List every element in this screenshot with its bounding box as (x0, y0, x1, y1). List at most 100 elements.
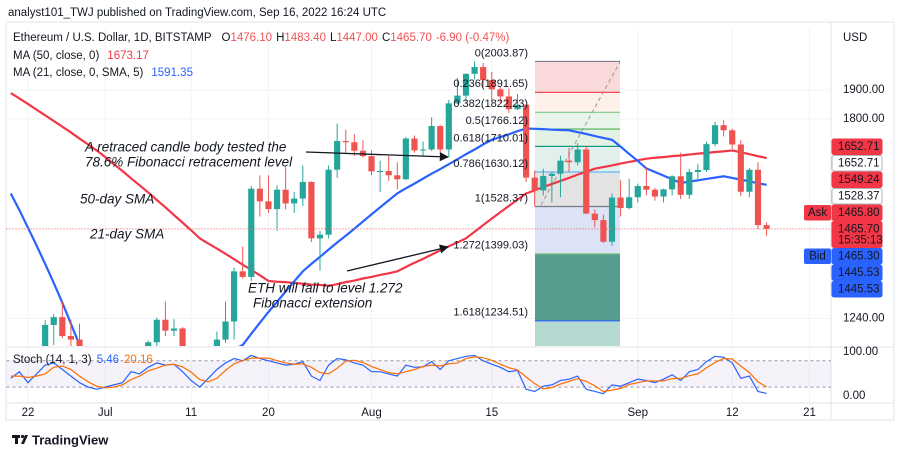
stoch-pane (6, 348, 831, 402)
candle-body (746, 169, 753, 192)
candle-body (686, 172, 693, 195)
ohlc-value: 1483.40 (284, 32, 326, 44)
candle-body (179, 328, 186, 346)
price-tag-box (804, 248, 831, 264)
stoch-line (10, 356, 767, 393)
change: -6.90 (-0.47%) (436, 32, 510, 44)
x-tick-label: Aug (361, 407, 381, 419)
candle-body (334, 141, 341, 170)
legend: Ethereum / U.S. Dollar, 1D, BITSTAMP O147… (13, 32, 510, 44)
fib-label: 0.786(1630.12) (453, 158, 528, 170)
x-tick-label: 22 (22, 407, 35, 419)
candle-body (291, 198, 298, 204)
x-tick-label: Jul (98, 407, 113, 419)
price-label: 1465.80 (838, 207, 880, 219)
price-label-box (831, 281, 883, 298)
candle-body (754, 169, 762, 226)
candle-body (308, 181, 315, 239)
candle-body (600, 220, 607, 242)
candle-body (342, 141, 349, 143)
candle-body (411, 138, 418, 151)
candle-body (316, 234, 324, 239)
candle-body (170, 328, 178, 331)
candle-body (402, 138, 409, 180)
candle-body (273, 189, 281, 210)
price-label: 1652.71 (838, 158, 880, 170)
fib-band (535, 253, 620, 321)
stoch-legend: Stoch (14, 1, 3) 5.46 20.16 (13, 354, 153, 366)
candle-body (299, 181, 306, 199)
publisher: analyst101_TWJ published on TradingView.… (8, 7, 386, 19)
symbol-title: Ethereum / U.S. Dollar, 1D, BITSTAMP (13, 32, 212, 44)
legend-name: MA (50, close, 0) (13, 50, 99, 62)
candle-body (454, 95, 461, 104)
fib-label: 0.618(1710.01) (453, 132, 528, 144)
candle-body (626, 197, 633, 209)
price-label: 1445.53 (838, 267, 880, 279)
candle-body (59, 317, 66, 337)
candle-body (565, 160, 573, 163)
moving-average (10, 92, 767, 287)
arrow (346, 244, 449, 272)
ohlc-value: 1476.10 (231, 32, 273, 44)
candle-body (231, 271, 238, 322)
price-label-box (831, 248, 883, 265)
candle-body (540, 175, 547, 191)
price-label-box (831, 188, 883, 205)
legend-entry: MA (21, close, 0, SMA, 5) 1591.35 (13, 67, 193, 79)
candle-body (660, 189, 667, 197)
candle-body (76, 339, 83, 346)
candle-body (145, 342, 152, 346)
candle-body (617, 197, 624, 209)
candle-body (67, 336, 75, 340)
candle-body (557, 160, 564, 174)
candle-body (729, 130, 736, 145)
price-label: 1465.30 (838, 251, 880, 263)
price-tag: Ask (808, 207, 827, 219)
x-tick-label: 21 (803, 407, 816, 419)
stoch-value: 5.46 (97, 354, 119, 366)
candle-body (377, 171, 384, 173)
price-label-box (831, 221, 883, 248)
fib-band (535, 171, 620, 207)
price-tag-box (804, 205, 831, 221)
countdown: 15:35:13 (838, 235, 883, 247)
candle-body (720, 125, 727, 131)
annotation: A retraced candle body tested the (84, 140, 286, 155)
fib-band (535, 129, 620, 147)
fib-label: 0(2003.87) (475, 47, 528, 59)
fib-band (535, 320, 620, 346)
fib-label: 1.618(1234.51) (453, 307, 528, 319)
annotation: ETH will fall to level 1.272 (248, 281, 403, 296)
candle-body (523, 104, 530, 178)
annotation: 21-day SMA (89, 227, 164, 242)
legend-value: 1591.35 (151, 67, 193, 79)
candle-body (694, 170, 701, 173)
candle-body (222, 321, 229, 340)
x-tick-label: 15 (485, 407, 498, 419)
legend-entry: MA (50, close, 0) 1673.17 (13, 50, 149, 62)
candle-body (651, 189, 659, 197)
annotation: 50-day SMA (80, 192, 154, 207)
ohlc-value: 1465.70 (390, 32, 432, 44)
candle-body (428, 126, 435, 150)
currency: USD (843, 32, 867, 44)
fib-label: 1.272(1399.03) (453, 240, 528, 252)
candle-body (256, 188, 263, 202)
annotation: Fibonacci extension (253, 296, 372, 311)
y-tick-label: 1900.00 (843, 84, 885, 96)
candle-body (591, 213, 598, 221)
candle-body (437, 126, 444, 150)
candle-body (480, 67, 487, 81)
candle-body (608, 197, 616, 242)
candle-body (445, 103, 452, 150)
x-tick-label: 20 (262, 407, 275, 419)
trend-line (540, 61, 621, 206)
stoch-value: 20.16 (124, 354, 153, 366)
price-label: 1652.71 (838, 141, 880, 153)
ohlc-key: H (276, 32, 284, 44)
fib-band (535, 112, 620, 130)
candle-body (42, 324, 49, 346)
